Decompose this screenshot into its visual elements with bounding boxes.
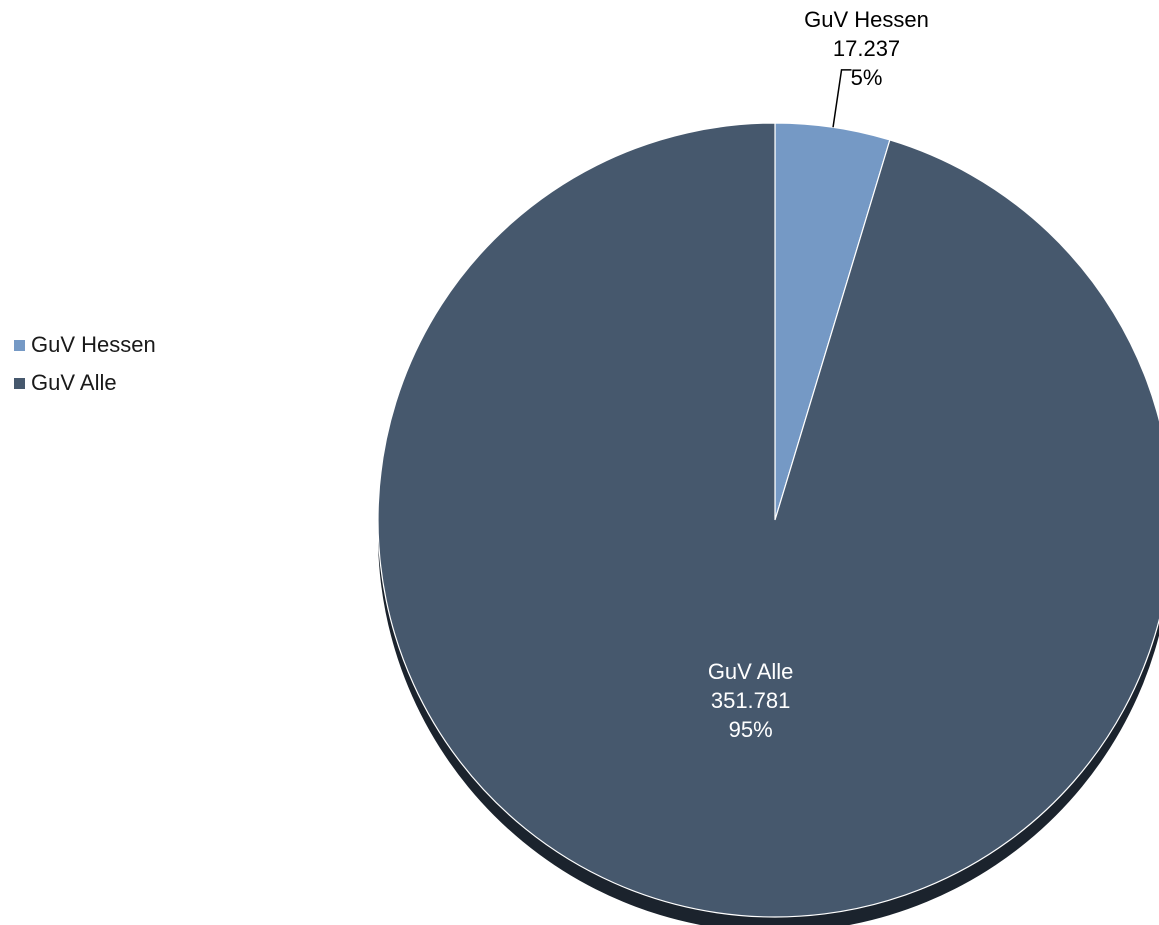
data-label-guv-alle-value: 351.781: [711, 688, 791, 713]
legend: GuV Hessen GuV Alle: [14, 326, 156, 402]
data-label-guv-hessen-name: GuV Hessen: [804, 7, 929, 32]
data-label-guv-hessen-value: 17.237: [833, 36, 900, 61]
data-label-guv-alle-name: GuV Alle: [708, 659, 794, 684]
legend-label-guv-alle: GuV Alle: [31, 370, 117, 395]
pie-data-labels: GuV Hessen 17.237 5% GuV Alle 351.781 95%: [708, 7, 929, 742]
legend-item-guv-hessen[interactable]: GuV Hessen: [14, 326, 156, 364]
legend-item-guv-alle[interactable]: GuV Alle: [14, 364, 156, 402]
pie-slice-guv-alle[interactable]: [377, 122, 1159, 918]
leader-line-guv-hessen: [832, 69, 852, 128]
pie-slices: [377, 122, 1159, 918]
data-label-guv-hessen-percent: 5%: [851, 65, 883, 90]
legend-swatch-guv-alle: [14, 377, 25, 389]
data-label-guv-alle-percent: 95%: [729, 717, 773, 742]
legend-label-guv-hessen: GuV Hessen: [31, 332, 156, 357]
legend-swatch-guv-hessen: [14, 339, 25, 351]
